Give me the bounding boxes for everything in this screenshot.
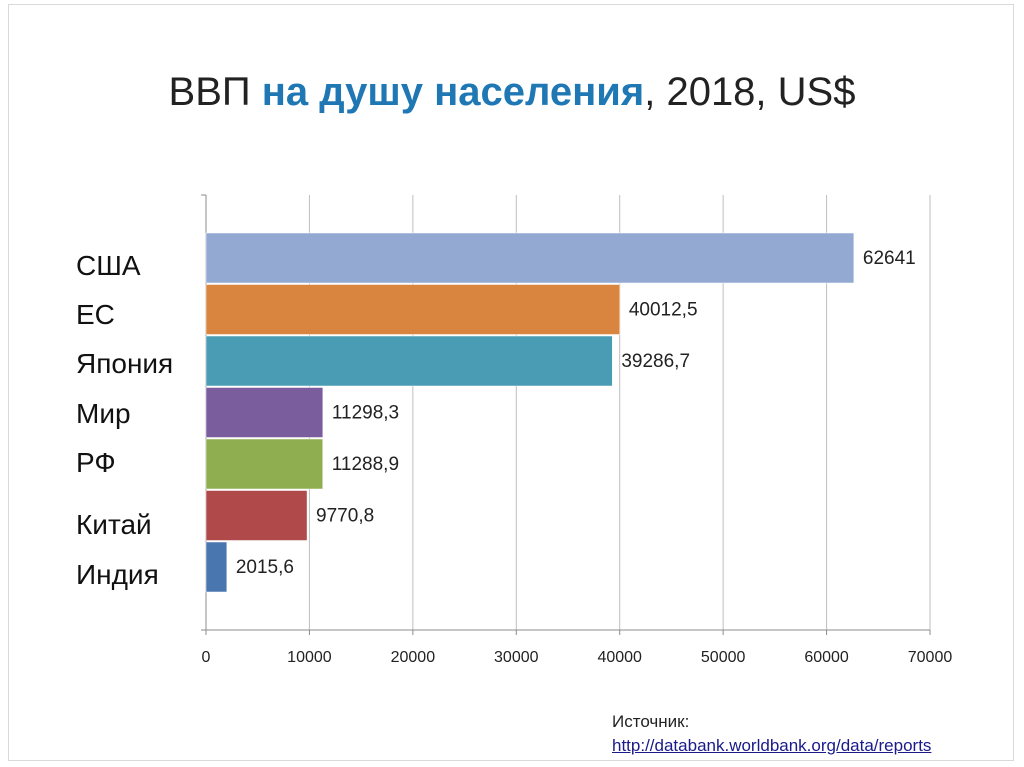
x-tick-label: 10000 [287, 649, 332, 666]
slide-frame [8, 4, 1014, 761]
x-tick-label: 70000 [908, 649, 953, 666]
source-link[interactable]: http://databank.worldbank.org/data/repor… [612, 736, 932, 755]
category-label: США [76, 250, 141, 281]
x-tick-label: 60000 [804, 649, 849, 666]
source-label: Источник: [612, 712, 690, 731]
data-label: 9770,8 [316, 506, 374, 527]
bar [205, 284, 621, 335]
x-tick-label: 40000 [597, 649, 642, 666]
data-label: 2015,6 [236, 557, 294, 578]
category-label: Китай [76, 509, 152, 540]
bar [205, 335, 613, 387]
data-label: 62641 [863, 248, 916, 269]
bar [205, 541, 228, 593]
source-block: Источник: http://databank.worldbank.org/… [612, 710, 931, 758]
data-label: 40012,5 [629, 300, 698, 321]
bar [205, 438, 324, 490]
category-label: Мир [76, 398, 131, 429]
chart-title: ВВП на душу населения, 2018, US$ [0, 70, 1024, 115]
x-tick-label: 30000 [494, 649, 539, 666]
title-part1: ВВП [168, 70, 262, 114]
category-label: Индия [76, 559, 159, 590]
x-tick-label: 50000 [701, 649, 746, 666]
title-highlight: на душу населения [261, 70, 645, 114]
category-label: ЕС [76, 299, 115, 330]
data-label: 39286,7 [621, 351, 690, 372]
bar [205, 490, 308, 541]
x-tick-label: 0 [202, 649, 211, 666]
bar [205, 387, 324, 438]
title-part3: , 2018, US$ [644, 70, 856, 114]
data-label: 11298,3 [332, 403, 399, 424]
category-label: РФ [76, 447, 116, 478]
bar [205, 232, 855, 284]
x-tick-label: 20000 [391, 649, 436, 666]
category-label: Япония [76, 348, 173, 379]
data-label: 11288,9 [332, 454, 399, 475]
